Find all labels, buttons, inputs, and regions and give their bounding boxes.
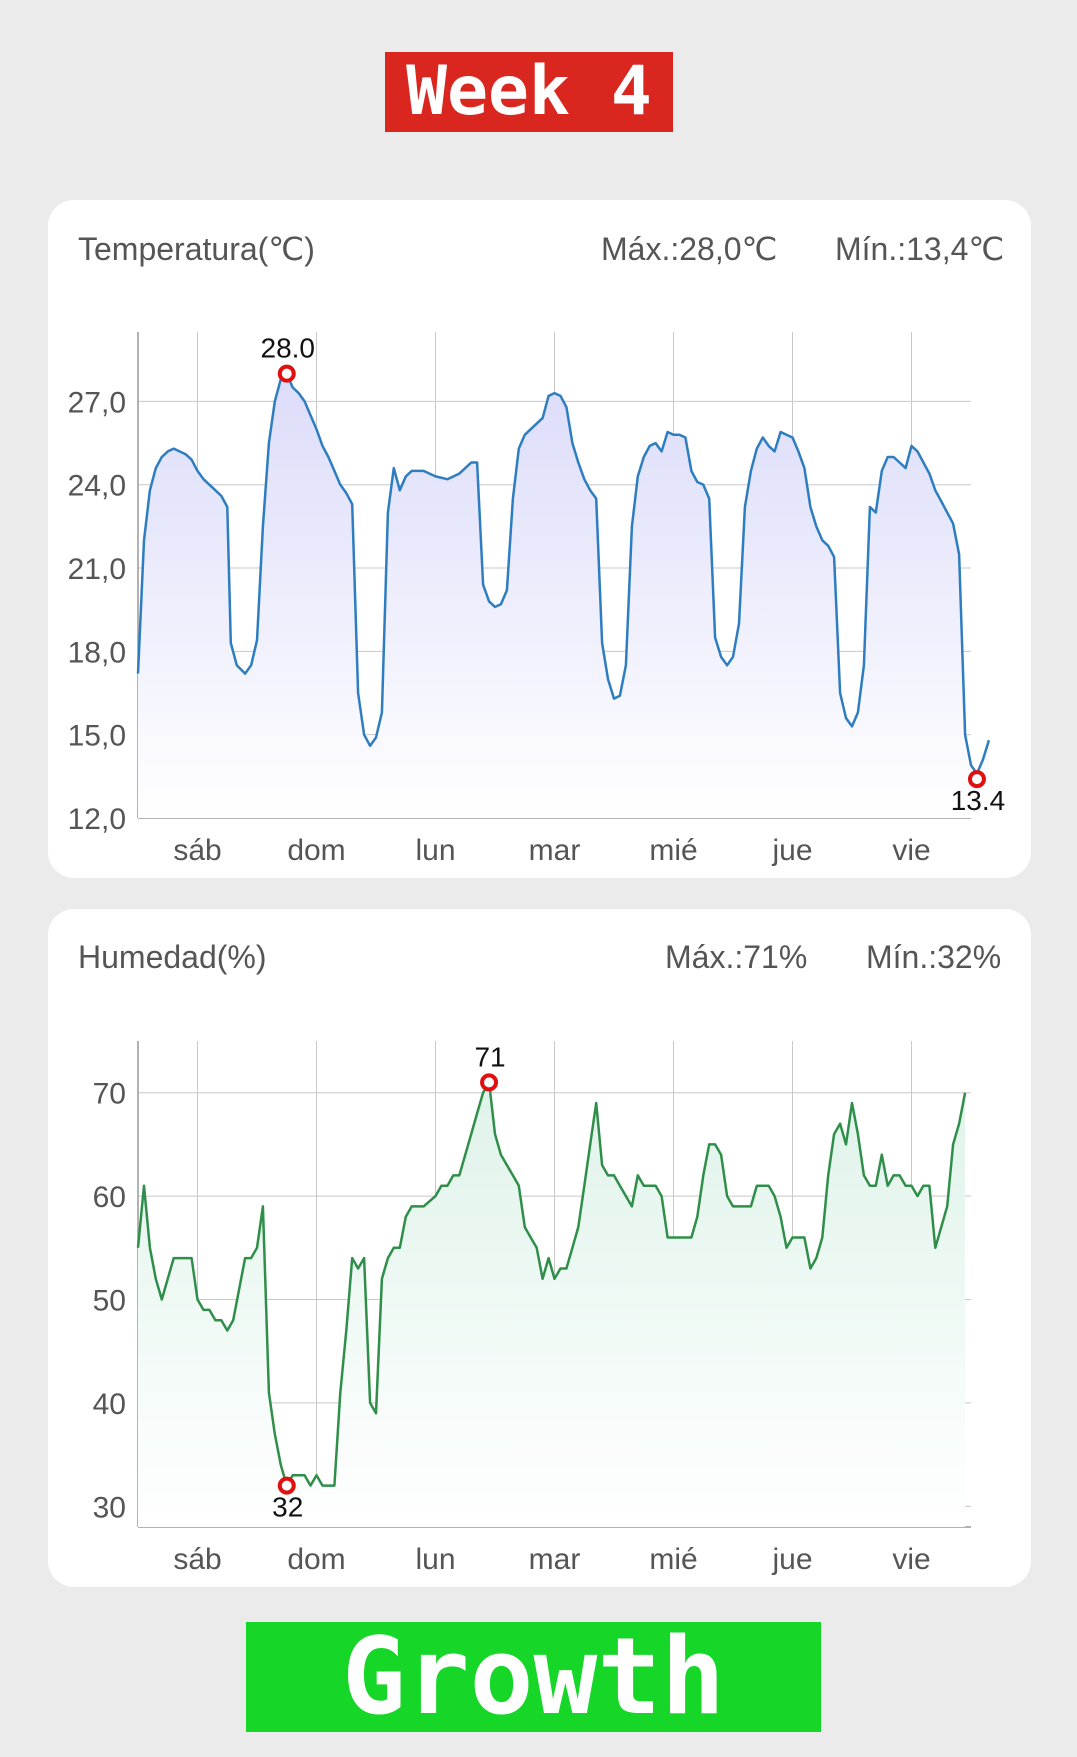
temperature-title: Temperatura(℃) <box>78 231 315 267</box>
humidity-series-line <box>136 1081 967 1487</box>
temperature-ytick-label: 21,0 <box>68 553 126 586</box>
temperature-max-label: 28.0 <box>261 333 316 364</box>
humidity-max-marker <box>480 1073 499 1092</box>
temperature-card: Temperatura(℃) Máx.:28,0℃ Mín.:13,4℃ 12,… <box>48 200 1031 878</box>
humidity-xtick-label: dom <box>287 1543 345 1576</box>
temperature-area <box>138 373 989 818</box>
temperature-ytick-label: 12,0 <box>68 803 126 836</box>
humidity-xtick-label: mar <box>529 1543 581 1576</box>
humidity-xtick-label: vie <box>892 1543 930 1576</box>
growth-banner: Growth <box>246 1622 821 1732</box>
temperature-xtick-label: lun <box>415 834 455 867</box>
humidity-max-label: 71 <box>474 1041 505 1072</box>
temperature-ytick-label: 18,0 <box>68 636 126 669</box>
temperature-xtick-label: vie <box>892 834 930 867</box>
humidity-ytick-label: 30 <box>93 1491 126 1524</box>
humidity-min-label: 32 <box>272 1492 303 1523</box>
temperature-xtick-label: dom <box>287 834 345 867</box>
temperature-min-label: Mín.:13,4℃ <box>835 231 1005 267</box>
temperature-xtick-label: sáb <box>173 834 221 867</box>
humidity-ytick-label: 50 <box>93 1285 126 1318</box>
temperature-xtick-label: mié <box>649 834 697 867</box>
humidity-chart: 30 40 50 60 70 sáb dom lun mar mié jue vie 71 32 <box>93 1041 971 1576</box>
humidity-ytick-label: 70 <box>93 1078 126 1111</box>
temperature-ytick-label: 24,0 <box>68 470 126 503</box>
temperature-min-marker <box>967 770 986 789</box>
humidity-ytick-label: 40 <box>93 1388 126 1421</box>
temperature-chart: 12,0 15,0 18,0 21,0 24,0 27,0 sáb dom lun mar mié j… <box>68 332 1006 867</box>
temperature-xtick-label: mar <box>529 834 581 867</box>
humidity-xtick-label: lun <box>415 1543 455 1576</box>
temperature-max-marker <box>277 364 296 383</box>
temperature-max-label: Máx.:28,0℃ <box>601 231 778 267</box>
humidity-min-label: Mín.:32% <box>866 939 1002 975</box>
temperature-min-label: 13.4 <box>951 785 1006 816</box>
humidity-xtick-label: mié <box>649 1543 697 1576</box>
humidity-area <box>138 1082 966 1527</box>
humidity-xtick-label: sáb <box>173 1543 221 1576</box>
week-banner: Week 4 <box>385 52 673 132</box>
humidity-xtick-label: jue <box>771 1543 812 1576</box>
humidity-title: Humedad(%) <box>78 939 267 975</box>
temperature-ytick-label: 15,0 <box>68 720 126 753</box>
humidity-min-marker <box>277 1476 296 1495</box>
temperature-xtick-label: jue <box>771 834 812 867</box>
humidity-ytick-label: 60 <box>93 1181 126 1214</box>
humidity-max-label: Máx.:71% <box>665 939 808 975</box>
temperature-ytick-label: 27,0 <box>68 386 126 419</box>
humidity-card: Humedad(%) Máx.:71% Mín.:32% 30 40 50 60 70 s… <box>48 909 1031 1587</box>
